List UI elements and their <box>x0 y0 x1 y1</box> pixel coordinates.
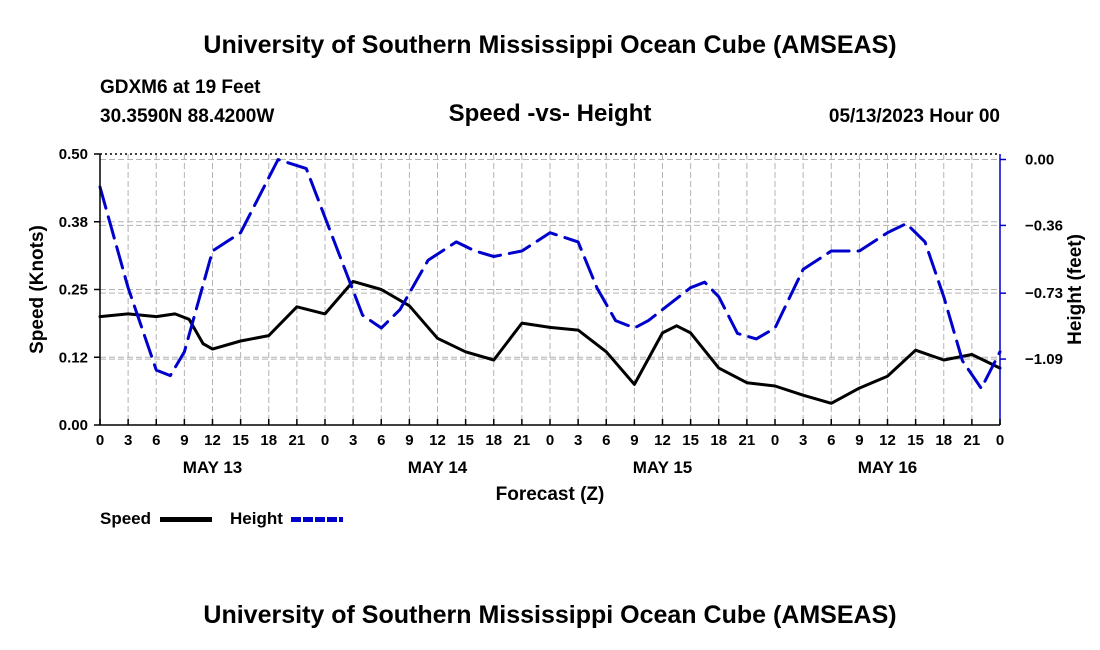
y-tick-label: 0.25 <box>59 282 88 299</box>
y2-tick-label: 0.00 <box>1025 151 1054 168</box>
station-label: GDXM6 at 19 Feet <box>100 77 261 98</box>
x-tick-label: 12 <box>204 432 221 449</box>
chart-series <box>98 158 1002 405</box>
y-tick-label: 0.50 <box>59 146 88 163</box>
x-tick-label: 18 <box>260 432 277 449</box>
legend-height-label: Height <box>230 509 283 528</box>
y2-tick-label: −0.36 <box>1025 217 1063 234</box>
x-tick-label: 6 <box>152 432 160 449</box>
x-tick-label: 15 <box>232 432 249 449</box>
x-tick-label: 9 <box>405 432 413 449</box>
x-tick-label: 21 <box>514 432 531 449</box>
x-tick-label: 12 <box>429 432 446 449</box>
x-tick-label: 9 <box>630 432 638 449</box>
y-tick-label: 0.38 <box>59 214 88 231</box>
x-tick-label: 18 <box>485 432 502 449</box>
x-axis-title: Forecast (Z) <box>496 484 605 505</box>
x-tick-label: 3 <box>799 432 807 449</box>
y2-tick-label: −1.09 <box>1025 351 1063 368</box>
x-tick-label: 3 <box>349 432 357 449</box>
x-day-label: MAY 14 <box>408 458 468 477</box>
x-tick-label: 12 <box>654 432 671 449</box>
x-tick-label: 12 <box>879 432 896 449</box>
x-tick-label: 18 <box>710 432 727 449</box>
y2-axis-title: Height (feet) <box>1065 234 1086 345</box>
y-tick-label: 0.12 <box>59 349 88 366</box>
location-label: 30.3590N 88.4200W <box>100 106 275 127</box>
series-height-line <box>98 158 1002 390</box>
legend-height-swatch <box>291 517 343 522</box>
x-day-label: MAY 15 <box>633 458 693 477</box>
forecast-datetime: 05/13/2023 Hour 00 <box>828 106 1000 127</box>
x-tick-label: 15 <box>457 432 474 449</box>
x-tick-label: 0 <box>321 432 329 449</box>
x-tick-label: 3 <box>574 432 582 449</box>
x-tick-label: 0 <box>546 432 554 449</box>
x-tick-label: 21 <box>964 432 981 449</box>
x-tick-label: 18 <box>935 432 952 449</box>
x-tick-label: 6 <box>827 432 835 449</box>
x-tick-label: 9 <box>855 432 863 449</box>
chart-subtitle: Speed -vs- Height <box>448 100 652 127</box>
legend-speed-label: Speed <box>100 509 152 528</box>
x-tick-label: 6 <box>602 432 610 449</box>
footer-title: University of Southern Mississippi Ocean… <box>203 601 897 629</box>
x-day-label: MAY 13 <box>183 458 243 477</box>
x-tick-label: 0 <box>996 432 1004 449</box>
x-tick-label: 15 <box>907 432 924 449</box>
y-tick-label: 0.00 <box>59 417 88 434</box>
chart-labels: 0 3 6 9 12 15 18 21 0 3 6 9 12 15 18 21 0 3 6 9 12 15 18 21 0 3 6 9… <box>27 146 1086 505</box>
x-tick-label: 6 <box>377 432 385 449</box>
legend-speed-swatch <box>160 517 212 522</box>
x-tick-label: 0 <box>96 432 104 449</box>
x-tick-label: 15 <box>682 432 699 449</box>
y2-tick-label: −0.73 <box>1025 285 1063 302</box>
series-speed-line <box>98 279 1002 405</box>
x-day-label: MAY 16 <box>858 458 918 477</box>
y-axis-title: Speed (Knots) <box>27 225 48 354</box>
legend: Speed <box>100 509 151 529</box>
x-tick-label: 9 <box>180 432 188 449</box>
x-tick-label: 21 <box>739 432 756 449</box>
chart-title: University of Southern Mississippi Ocean… <box>203 31 897 59</box>
chart-axes <box>94 153 1006 426</box>
x-tick-label: 3 <box>124 432 132 449</box>
x-tick-label: 21 <box>289 432 306 449</box>
chart-grid <box>100 154 1000 425</box>
x-tick-label: 0 <box>771 432 779 449</box>
